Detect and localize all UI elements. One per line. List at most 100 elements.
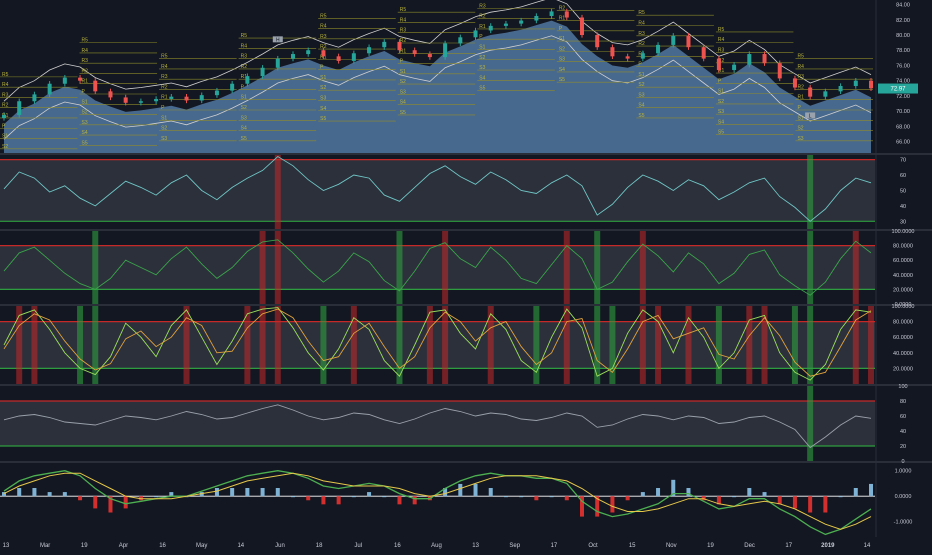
candle-body bbox=[412, 50, 417, 55]
histogram-bar bbox=[838, 496, 843, 498]
overbought-marker bbox=[852, 306, 859, 384]
candle-body bbox=[306, 50, 311, 55]
pane3-y-tick: 80.0000 bbox=[893, 320, 913, 326]
pivot-label: P bbox=[161, 105, 165, 111]
pivot-label: S2 bbox=[559, 46, 565, 52]
pivot-label: S1 bbox=[797, 115, 803, 121]
pivot-label: R2 bbox=[241, 64, 248, 70]
pivot-label: R3 bbox=[2, 92, 9, 98]
pivot-label: R2 bbox=[320, 44, 327, 50]
candle-body bbox=[275, 58, 280, 68]
histogram-bar bbox=[397, 496, 402, 505]
oversold-marker bbox=[594, 231, 601, 304]
pane1-y-tick: 70 bbox=[900, 158, 906, 164]
pivot-label: R2 bbox=[559, 5, 566, 11]
pivot-label: R1 bbox=[559, 16, 566, 22]
histogram-bar bbox=[260, 488, 265, 497]
overbought-marker bbox=[274, 155, 281, 229]
pivot-label: S5 bbox=[82, 140, 88, 146]
pivot-label: S2 bbox=[400, 79, 406, 85]
pivot-label: P bbox=[797, 105, 801, 111]
candle-body bbox=[519, 20, 524, 24]
oversold-marker bbox=[92, 231, 99, 304]
lower-band bbox=[3, 35, 872, 140]
histogram-bar bbox=[154, 496, 159, 498]
pivot-label: S2 bbox=[82, 110, 88, 116]
price-y-tick: 72.00 bbox=[896, 94, 910, 100]
histogram-bar bbox=[230, 488, 235, 497]
histogram-bar bbox=[93, 496, 98, 509]
overbought-marker bbox=[31, 306, 38, 384]
candle-body bbox=[214, 90, 219, 96]
overbought-marker bbox=[259, 306, 266, 384]
overbought-marker bbox=[244, 306, 251, 384]
time-axis-label: 19 bbox=[81, 543, 88, 549]
candle-body bbox=[701, 47, 706, 59]
oversold-marker bbox=[396, 306, 403, 384]
candle-body bbox=[17, 101, 22, 115]
band-fill bbox=[0, 245, 875, 290]
histogram-bar bbox=[306, 496, 311, 501]
pivot-label: S3 bbox=[82, 120, 88, 126]
candle-body bbox=[564, 11, 569, 18]
histogram-bar bbox=[2, 492, 6, 497]
histogram-bar bbox=[716, 496, 721, 505]
time-axis-label: 14 bbox=[864, 543, 871, 549]
time-axis-label: Nov bbox=[666, 543, 677, 549]
time-axis-label: 17 bbox=[785, 543, 792, 549]
candle-body bbox=[199, 95, 204, 101]
histogram-bar bbox=[823, 496, 828, 513]
candle-body bbox=[62, 77, 67, 84]
pivot-label: S5 bbox=[320, 116, 326, 122]
pivot-label: S4 bbox=[400, 100, 406, 106]
histogram-bar bbox=[321, 496, 326, 505]
pivot-label: R4 bbox=[320, 24, 327, 30]
pivot-label: R2 bbox=[400, 38, 407, 44]
pivot-label: S2 bbox=[718, 99, 724, 105]
candle-body bbox=[2, 114, 6, 118]
candle-body bbox=[443, 43, 448, 58]
histogram-bar bbox=[214, 488, 219, 497]
histogram-bar bbox=[123, 496, 128, 509]
oversold-marker bbox=[594, 306, 601, 384]
candle-body bbox=[792, 78, 797, 88]
band-fill bbox=[0, 321, 875, 369]
histogram-bar bbox=[17, 488, 22, 497]
pivot-label: R5 bbox=[161, 54, 168, 60]
pivot-label: R2 bbox=[479, 14, 486, 20]
candle-body bbox=[184, 96, 189, 101]
pivot-label: R3 bbox=[638, 31, 645, 37]
pivot-label: S2 bbox=[241, 105, 247, 111]
time-axis-label: Aug bbox=[431, 543, 442, 549]
histogram-bar bbox=[412, 496, 417, 505]
candle-body bbox=[534, 15, 539, 21]
overbought-marker bbox=[16, 306, 23, 384]
signal-line bbox=[3, 472, 872, 530]
pivot-label: R5 bbox=[400, 7, 407, 13]
oversold-marker bbox=[533, 306, 540, 384]
overbought-marker bbox=[274, 306, 281, 384]
pane2-y-tick: 60.0000 bbox=[893, 258, 913, 264]
candle-body bbox=[291, 54, 295, 59]
candle-body bbox=[108, 91, 113, 98]
last-price-label: 72.97 bbox=[890, 87, 906, 93]
oversold-marker bbox=[92, 306, 99, 384]
indicator-line bbox=[3, 155, 872, 222]
overbought-marker bbox=[442, 306, 449, 384]
pane2-y-tick: 80.0000 bbox=[893, 244, 913, 250]
overbought-marker bbox=[487, 306, 494, 384]
histogram-bar bbox=[351, 496, 356, 498]
pivot-label: R4 bbox=[241, 43, 248, 49]
pivot-label: P bbox=[479, 34, 483, 40]
pivot-label: S4 bbox=[559, 67, 565, 73]
pivot-label: S1 bbox=[559, 36, 565, 42]
candle-body bbox=[123, 97, 128, 103]
pivot-label: S4 bbox=[82, 130, 88, 136]
pivot-label: S3 bbox=[638, 92, 644, 98]
time-axis-label: Apr bbox=[119, 543, 128, 549]
overbought-marker bbox=[868, 306, 874, 384]
candle-body bbox=[747, 54, 752, 65]
candle-body bbox=[336, 56, 341, 61]
